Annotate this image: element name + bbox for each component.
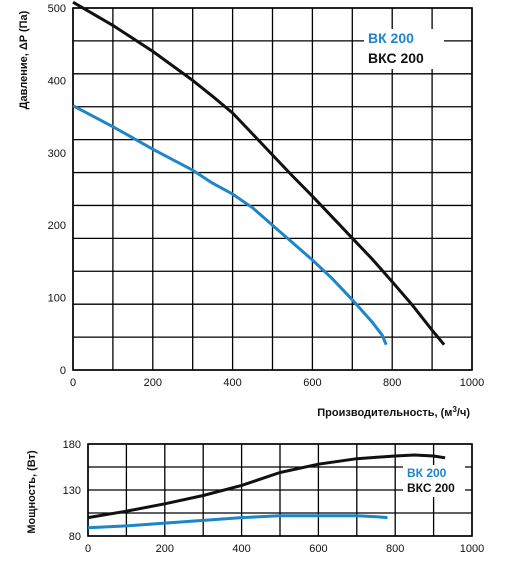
y-tick-label: 100 [48,293,66,305]
y-tick-label: 300 [48,148,66,160]
y-tick-label: 200 [48,220,66,232]
x-tick-labels: 0 200 400 600 800 1000 [70,377,484,389]
y-axis-label: Мощность, (Вт) [26,450,38,534]
legend-entry: ВКС 200 [407,481,455,495]
x-tick-label: 200 [144,377,162,389]
y-tick-label: 400 [48,75,66,87]
x-tick-label: 600 [309,543,327,555]
x-tick-label: 0 [85,543,91,555]
y-tick-labels: 0 100 200 300 400 500 [48,3,66,377]
legend: ВК 200 ВКС 200 [364,29,444,69]
series-line [72,104,388,346]
legend-entry: ВК 200 [407,466,447,480]
plot-frame [87,443,473,537]
series-line [72,0,446,346]
x-tick-label: 600 [303,377,321,389]
x-axis-label: Производительность, (м3/ч) [317,405,470,419]
y-tick-label: 80 [69,531,81,543]
x-tick-label: 800 [386,543,404,555]
x-tick-label: 1000 [460,543,484,555]
pressure-chart: ВК 200 ВКС 200 0 200 400 600 800 1000 0 100 200 300… [18,0,484,419]
x-tick-label: 0 [70,377,76,389]
x-tick-label: 800 [383,377,401,389]
y-axis-label: Давление, ΔP (Па) [18,10,30,109]
x-tick-label: 400 [223,377,241,389]
x-tick-label: 1000 [460,377,484,389]
y-tick-label: 500 [48,3,66,15]
legend-background [364,29,444,69]
legend-entry: ВКС 200 [368,50,424,66]
y-tick-label: 180 [63,439,81,451]
y-tick-label: 0 [60,365,66,377]
x-tick-label: 200 [156,543,174,555]
y-tick-label: 130 [63,485,81,497]
x-tick-labels: 0 200 400 600 800 1000 [85,543,484,555]
y-tick-labels: 80 130 180 [63,439,81,543]
grid-lines [72,7,473,371]
x-tick-label: 400 [232,543,250,555]
legend-entry: ВК 200 [368,30,414,46]
legend-background [403,465,465,497]
plot-frame [72,7,473,371]
series-line [87,453,446,520]
series-line [87,514,388,530]
